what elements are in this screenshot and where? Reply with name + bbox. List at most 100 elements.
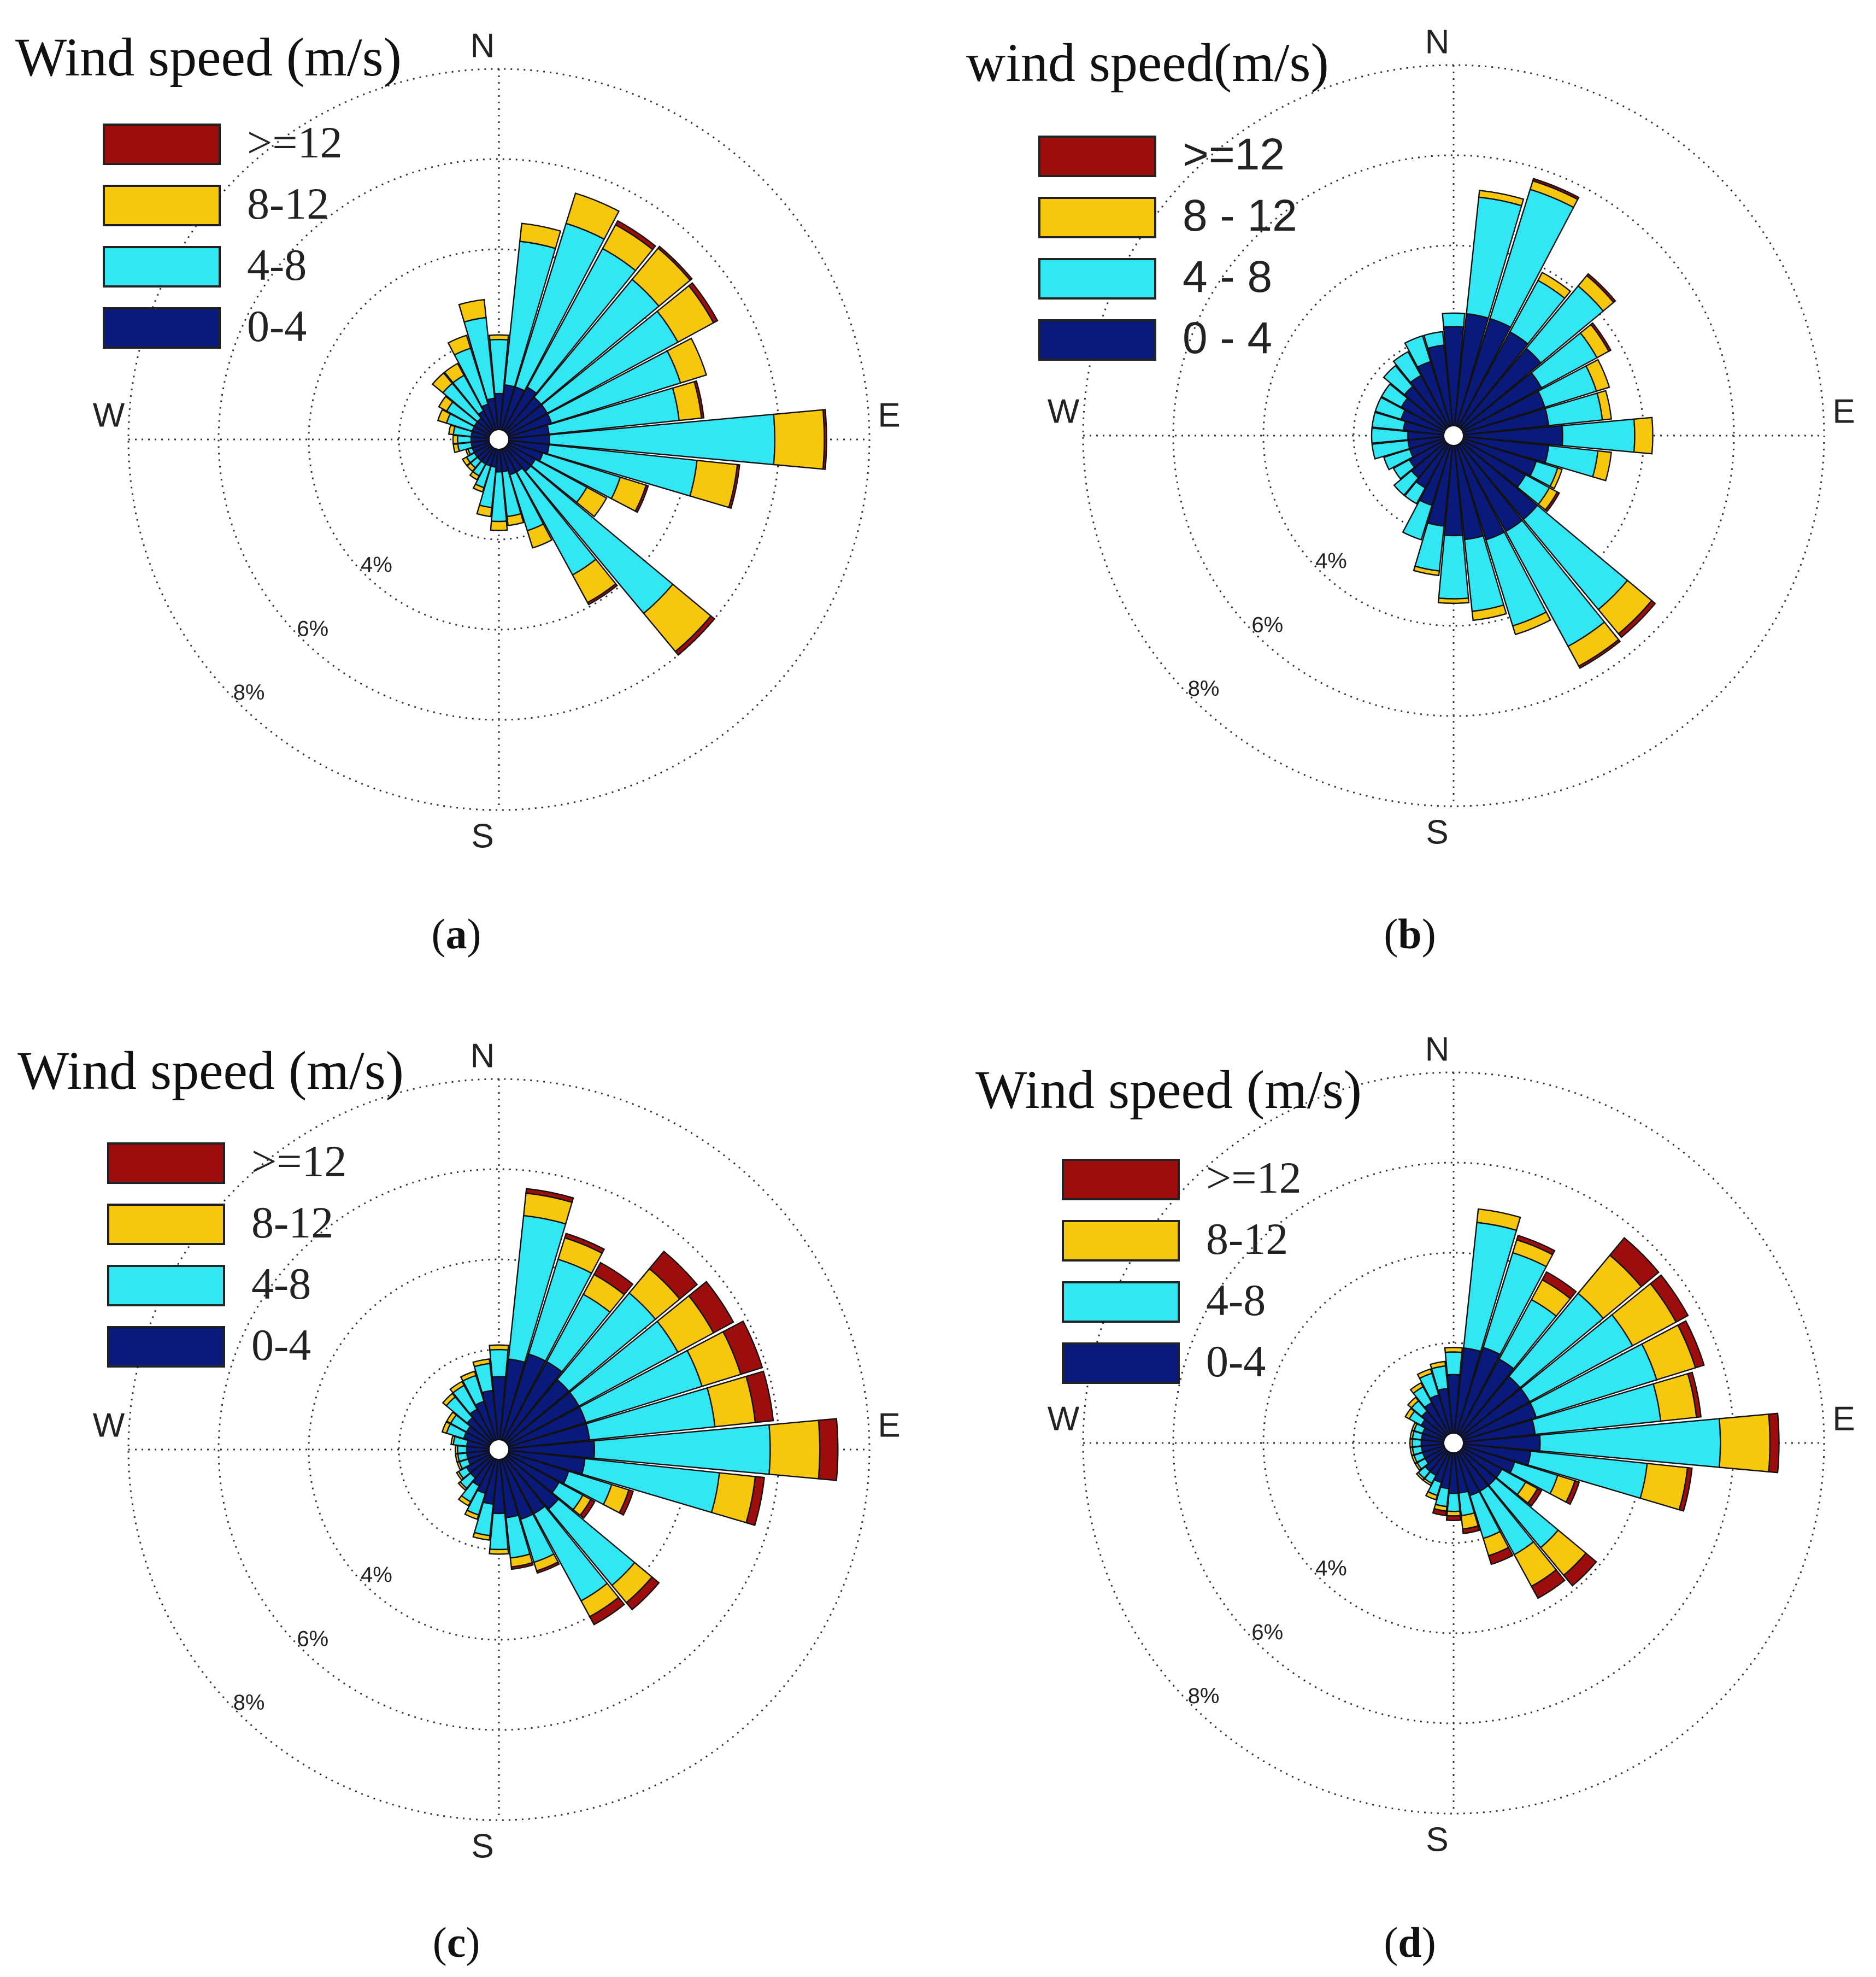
wedge-d-dir8-bin2 xyxy=(1718,1413,1771,1473)
legend-label-3: 0-4 xyxy=(251,1320,311,1370)
wedge-c-dir30-bin2 xyxy=(460,1370,477,1382)
legend-label-3: 0-4 xyxy=(247,301,307,351)
wedge-b-dir15-bin2 xyxy=(1471,604,1507,621)
wedge-b-dir26-bin1 xyxy=(1374,396,1406,420)
wedge-b-dir4-bin3 xyxy=(1586,273,1616,303)
wedge-a-dir26-bin2 xyxy=(437,408,451,424)
wind-rose-panel-c: 4% 6% 8% N E S W Wind speed (m/s) >=12 8-12 4-8 0-4… xyxy=(17,1037,901,1966)
legend-swatch-3 xyxy=(1038,319,1156,361)
legend-swatch-3 xyxy=(107,1326,225,1368)
wedge-a-dir2-bin2 xyxy=(565,192,620,240)
wedge-c-dir20-bin2 xyxy=(457,1481,468,1491)
wedge-c-dir1-bin3 xyxy=(525,1188,574,1204)
wedge-c-dir26-bin2 xyxy=(441,1421,451,1434)
wedge-a-dir10-bin3 xyxy=(634,484,649,513)
wedge-a-dir7-bin3 xyxy=(693,380,705,419)
wedge-b-dir21-bin1 xyxy=(1392,459,1415,480)
wedge-a-dir14-bin2 xyxy=(526,523,553,549)
wedge-a-dir0-bin2 xyxy=(489,334,509,341)
wedge-d-dir30-bin2 xyxy=(1416,1368,1433,1380)
wedge-d-dir12-bin3 xyxy=(1562,1552,1597,1587)
wedge-d-dir1-bin2 xyxy=(1476,1208,1521,1231)
wedge-d-dir14-bin3 xyxy=(1487,1546,1514,1565)
wedge-c-dir6-bin3 xyxy=(722,1320,763,1375)
wedge-b-dir0-bin1 xyxy=(1442,312,1466,328)
legend-label-2: 4-8 xyxy=(1206,1275,1266,1325)
compass-w: W xyxy=(1048,1400,1080,1438)
center-hole xyxy=(489,1439,509,1460)
wedge-a-dir23-bin2 xyxy=(452,443,460,454)
wedge-c-dir12-bin3 xyxy=(625,1576,660,1611)
legend-label-2: 4-8 xyxy=(247,240,307,290)
wedge-b-dir14-bin2 xyxy=(1512,611,1551,636)
panel-caption: (b) xyxy=(1384,910,1436,958)
wedge-b-dir2-bin3 xyxy=(1532,178,1580,201)
legend-swatch-3 xyxy=(103,307,221,349)
wedge-b-dir1-bin2 xyxy=(1478,190,1525,207)
wedge-a-dir11-bin2 xyxy=(575,486,608,518)
wedge-b-dir5-bin3 xyxy=(1590,322,1612,353)
wedge-c-dir14-bin3 xyxy=(536,1561,560,1574)
legend-label-2: 4-8 xyxy=(251,1259,311,1309)
wedge-c-dir8-bin2 xyxy=(768,1419,821,1480)
wedge-c-dir10-bin3 xyxy=(618,1489,634,1516)
compass-w: W xyxy=(93,1406,125,1444)
wedge-b-dir8-bin2 xyxy=(1633,416,1654,455)
legend-swatch-1 xyxy=(107,1204,225,1245)
wedge-a-dir24-bin2 xyxy=(452,435,458,444)
wedge-d-dir28-bin2 xyxy=(1407,1396,1420,1409)
wedge-c-dir0-bin1 xyxy=(489,1348,509,1378)
compass-s: S xyxy=(471,1827,493,1865)
wedge-b-dir22-bin1 xyxy=(1383,448,1414,471)
wedge-b-dir6-bin2 xyxy=(1585,359,1610,392)
center-hole xyxy=(1443,1433,1464,1453)
legend-label-3: 0-4 xyxy=(1206,1336,1266,1386)
wedge-c-dir13-bin3 xyxy=(589,1596,625,1626)
legend-swatch-0 xyxy=(1038,136,1156,177)
wedge-a-dir16-bin2 xyxy=(490,520,508,531)
wedge-c-dir4-bin3 xyxy=(648,1250,698,1300)
ring-label-8: 8% xyxy=(233,1691,265,1715)
caption-letter: c xyxy=(447,1919,466,1966)
wedge-a-dir3-bin3 xyxy=(614,220,656,251)
ring-label-6: 6% xyxy=(1251,613,1283,637)
wedge-c-dir27-bin2 xyxy=(445,1411,457,1424)
wedge-b-dir12-bin3 xyxy=(1618,600,1656,638)
legend-label-1: 8-12 xyxy=(1206,1214,1288,1264)
wedge-d-dir0-bin2 xyxy=(1444,1347,1463,1353)
legend-label-1: 8-12 xyxy=(247,179,329,228)
wedge-d-dir16-bin1 xyxy=(1446,1492,1461,1512)
wedge-b-dir27-bin1 xyxy=(1380,383,1409,408)
wedge-c-dir3-bin3 xyxy=(593,1262,634,1296)
wedge-a-dir12-bin3 xyxy=(674,615,715,656)
compass-w: W xyxy=(93,396,125,434)
wedge-a-dir1-bin2 xyxy=(519,222,562,249)
legend-swatch-2 xyxy=(1038,258,1156,300)
legend-swatch-1 xyxy=(1038,197,1156,238)
wedge-a-dir8-bin2 xyxy=(773,409,825,470)
legend-label-0: >=12 xyxy=(247,118,343,167)
wedge-b-dir8-bin1 xyxy=(1561,418,1636,453)
legend-label-2: 4 - 8 xyxy=(1183,252,1272,302)
wedge-b-dir28-bin1 xyxy=(1383,365,1414,396)
wedge-b-dir16-bin2 xyxy=(1437,597,1470,604)
panel-caption: (c) xyxy=(433,1919,480,1966)
wedge-d-dir13-bin3 xyxy=(1530,1569,1566,1599)
caption-letter: b xyxy=(1398,910,1421,958)
legend-title: Wind speed (m/s) xyxy=(15,27,402,87)
legend-label-0: >=12 xyxy=(1206,1153,1302,1202)
wedge-a-dir28-bin2 xyxy=(431,372,454,394)
wedge-a-dir9-bin3 xyxy=(728,464,740,509)
compass-n: N xyxy=(471,1037,495,1075)
panel-caption: (a) xyxy=(432,910,481,958)
wedge-d-dir4-bin3 xyxy=(1609,1237,1660,1288)
wedge-d-dir3-bin3 xyxy=(1541,1271,1577,1300)
wedge-a-dir13-bin3 xyxy=(586,583,618,606)
panel-caption: (d) xyxy=(1384,1919,1436,1966)
ring-label-8: 8% xyxy=(1188,677,1220,701)
legend-swatch-0 xyxy=(103,124,221,165)
wedge-c-dir29-bin2 xyxy=(449,1380,465,1394)
wedge-c-dir24-bin1 xyxy=(457,1445,468,1454)
legend-label-0: >=12 xyxy=(1183,130,1285,179)
compass-e: E xyxy=(1832,392,1855,430)
